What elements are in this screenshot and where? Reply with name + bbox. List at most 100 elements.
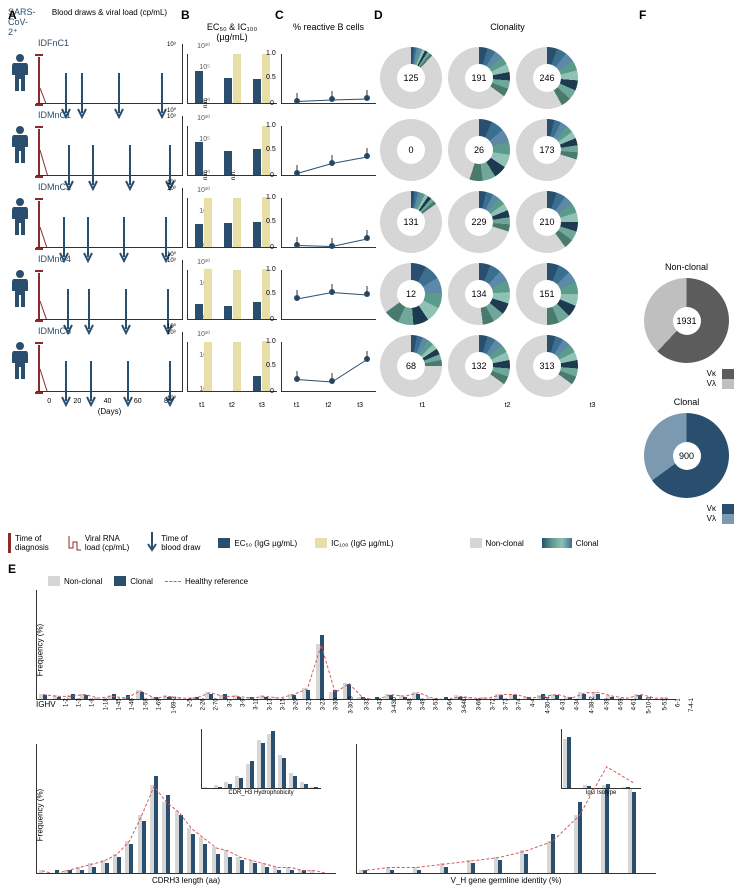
c-bar bbox=[417, 870, 421, 873]
panel-a-label: A bbox=[8, 8, 17, 22]
c-bar bbox=[191, 834, 195, 873]
ighv-gene-label: 4-59 bbox=[618, 698, 624, 711]
ighv-gene-label: 5-51 bbox=[662, 698, 668, 711]
ighv-nc-bar bbox=[468, 697, 472, 699]
blood-draw-arrow bbox=[122, 361, 134, 391]
bar-group bbox=[257, 740, 267, 788]
pie-n: 134 bbox=[465, 280, 493, 308]
bar-group bbox=[289, 773, 299, 788]
panel-a: SARS- CoV-2⁺ Blood draws & viral load (c… bbox=[8, 8, 183, 524]
line-area: 1.0 0.5 0 bbox=[281, 54, 376, 104]
panel-c: C % reactive B cells 1.0 0.5 0 1.0 0.5 0… bbox=[281, 8, 376, 524]
panel-c-label: C bbox=[275, 8, 370, 22]
data-point bbox=[364, 356, 370, 362]
clonality-pie: 0 bbox=[380, 119, 442, 181]
pie-n: 26 bbox=[465, 136, 493, 164]
cdr-xlabel: CDRH3 length (aa) bbox=[36, 876, 336, 885]
nonclonal-swatch bbox=[470, 538, 482, 548]
ighv-gene-label: 3-48 bbox=[407, 698, 413, 711]
timeline: 10¹⁰10⁵10⁰ bbox=[36, 116, 183, 176]
legend-ic100: IC₁₀₀ (IgG µg/mL) bbox=[315, 538, 393, 548]
ighv-c-bar bbox=[568, 697, 572, 699]
bar-area: 10³ 10⁰ bbox=[187, 270, 277, 320]
bar-group bbox=[286, 867, 297, 874]
bar-group bbox=[214, 785, 224, 788]
bar-group bbox=[88, 863, 99, 873]
nc-bar bbox=[203, 787, 207, 789]
blood-draw-arrow bbox=[63, 145, 75, 175]
c-bar bbox=[68, 870, 72, 873]
blood-draw-arrow bbox=[118, 217, 130, 247]
ighv-axis-label: IGHV bbox=[36, 700, 56, 709]
bar-group bbox=[467, 860, 493, 873]
bar-group bbox=[236, 857, 247, 873]
data-point bbox=[329, 378, 335, 384]
nc-bar bbox=[39, 870, 43, 873]
figure-container: SARS- CoV-2⁺ Blood draws & viral load (c… bbox=[0, 0, 750, 893]
panel-c-header: % reactive B cells bbox=[281, 22, 376, 40]
clonality-pie: 26 bbox=[448, 119, 510, 181]
panel-d-xticks: t1t2t3 bbox=[380, 402, 635, 409]
ec50-bar bbox=[224, 78, 232, 103]
ighv-gene-label: 1-69-2 bbox=[172, 696, 178, 713]
ec50-bar bbox=[253, 302, 261, 319]
error-bar bbox=[297, 290, 298, 300]
hydro-inset bbox=[201, 729, 321, 789]
error-bar bbox=[297, 237, 298, 247]
data-point bbox=[294, 242, 300, 248]
bar-pair bbox=[190, 269, 217, 319]
person-icon bbox=[8, 197, 32, 239]
ighv-gene-label: 3-33 bbox=[364, 698, 370, 711]
viral-icon bbox=[67, 534, 81, 552]
bar-pair bbox=[190, 198, 217, 247]
ighv-gene-label: 3-21 bbox=[307, 698, 313, 711]
blood-draw-arrow bbox=[60, 361, 72, 391]
iso-xlabel: IgG Isotype bbox=[561, 790, 641, 796]
ighv-gene-label: 3-20 bbox=[294, 698, 300, 711]
clonal-text: Clonal bbox=[576, 539, 599, 548]
panel-c-xticks: t1t2t3 bbox=[281, 402, 376, 409]
ic100-bar bbox=[204, 269, 212, 319]
c-bar bbox=[129, 844, 133, 873]
pie-n: 173 bbox=[533, 136, 561, 164]
ighv-gene-label: 3-23 bbox=[320, 698, 326, 711]
pie-row: 131229210 bbox=[380, 186, 635, 258]
ighv-gene-label: 2-26 bbox=[201, 698, 207, 711]
top-panels-row: SARS- CoV-2⁺ Blood draws & viral load (c… bbox=[8, 8, 742, 524]
c-bar bbox=[444, 867, 448, 874]
ighv-c-bar bbox=[57, 697, 61, 699]
ec-ic-chart: 10³ 10⁰ bbox=[187, 330, 277, 402]
ighv-c-bar bbox=[403, 697, 407, 699]
c-bar bbox=[524, 854, 528, 874]
panel-b: B EC₅₀ & IC₁₀₀ (µg/mL) n.n. 10³ 10⁰ n.n.… bbox=[187, 8, 277, 524]
bar-group bbox=[386, 867, 412, 874]
c-bar bbox=[218, 787, 222, 789]
bar-group bbox=[574, 802, 600, 874]
ighv-c-bar bbox=[43, 695, 47, 699]
c-bar bbox=[203, 844, 207, 873]
error-bar bbox=[367, 286, 368, 296]
blood-draws-header: Blood draws & viral load (cp/mL) bbox=[36, 8, 183, 38]
viral-text: Viral RNA load (cp/mL) bbox=[85, 534, 129, 552]
blood-draw-arrow bbox=[162, 289, 174, 319]
ighv-gene-label: 4-38-2 bbox=[590, 696, 596, 713]
blood-draw-arrow bbox=[58, 217, 70, 247]
bar-group bbox=[224, 850, 235, 873]
c-bar bbox=[290, 870, 294, 873]
timeline: 10¹⁰10⁵10⁰ bbox=[36, 332, 183, 392]
viral-curve bbox=[40, 289, 60, 319]
pie-n: 191 bbox=[465, 64, 493, 92]
ec50-bar bbox=[195, 224, 203, 247]
ighv-gene-label: 1-2 bbox=[63, 698, 69, 711]
c-bar bbox=[55, 870, 59, 873]
diag-text: Time of diagnosis bbox=[15, 534, 49, 552]
timeline: 10¹⁰10⁵10⁰ bbox=[36, 188, 183, 248]
bar-group bbox=[413, 867, 439, 874]
pie-row: 68132313 bbox=[380, 330, 635, 402]
bar-group bbox=[101, 860, 112, 873]
c-bar bbox=[304, 784, 308, 789]
blood-draw-arrow bbox=[62, 289, 74, 319]
ighv-gene-label: 1-69 bbox=[157, 698, 163, 711]
c-bar bbox=[228, 857, 232, 873]
bar-group bbox=[310, 870, 321, 873]
